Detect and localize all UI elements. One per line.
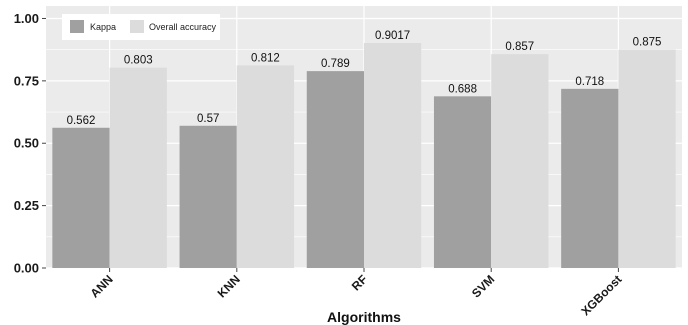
data-label-kappa: 0.57 [197, 113, 219, 125]
x-tick-label: XGBoost [578, 272, 624, 318]
bar-overall-accuracy [236, 65, 295, 269]
legend-label-overall-accuracy: Overall accuracy [149, 22, 217, 32]
data-label-overall-accuracy: 0.875 [633, 37, 662, 49]
bar-overall-accuracy [364, 43, 422, 268]
y-tick-label: 0.50 [14, 136, 39, 151]
data-label-overall-accuracy: 0.803 [124, 55, 153, 67]
bar-kappa [179, 125, 237, 269]
data-label-overall-accuracy: 0.857 [505, 41, 534, 53]
bar-kappa [433, 96, 492, 268]
data-label-kappa: 0.562 [67, 115, 96, 127]
y-tick-label: 0.25 [14, 198, 39, 213]
legend: Kappa Overall accuracy [62, 14, 220, 40]
data-label-kappa: 0.718 [575, 76, 604, 88]
x-tick-label: ANN [87, 272, 115, 300]
legend-swatch-overall-accuracy [130, 20, 144, 33]
x-tick-label: KNN [215, 272, 243, 300]
bars-group: 0.562 0.803 0.57 0.812 0.789 0.9017 0.688 0.857… [52, 30, 676, 269]
bar-overall-accuracy [109, 67, 167, 268]
bar-overall-accuracy [618, 49, 676, 268]
bar-overall-accuracy [491, 54, 549, 268]
legend-label-kappa: Kappa [90, 22, 116, 32]
bar-kappa [561, 88, 619, 268]
y-tick-label: 0.00 [14, 261, 39, 276]
data-label-overall-accuracy: 0.9017 [375, 30, 410, 42]
x-tick-label: RF [349, 272, 370, 293]
data-label-kappa: 0.789 [321, 58, 350, 70]
x-tick-label: SVM [469, 272, 497, 300]
data-label-overall-accuracy: 0.812 [251, 52, 280, 64]
y-tick-label: 1.00 [14, 11, 39, 26]
y-axis: 0.00 0.25 0.50 0.75 1.00 [14, 11, 46, 276]
y-tick-label: 0.75 [14, 73, 39, 88]
legend-swatch-kappa [70, 20, 84, 33]
bar-kappa [52, 127, 110, 269]
bar-kappa [306, 71, 364, 268]
x-axis-title: Algorithms [327, 309, 401, 325]
data-label-kappa: 0.688 [448, 83, 477, 95]
